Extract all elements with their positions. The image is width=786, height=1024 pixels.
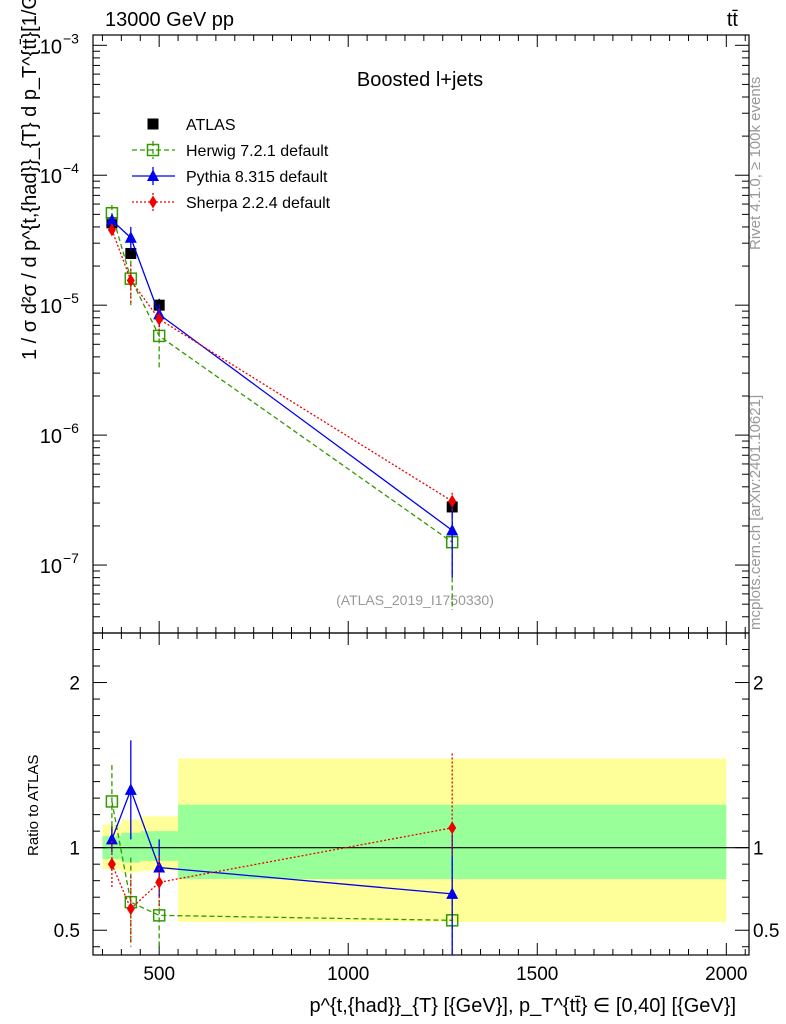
- y-tick-label: 10: [40, 36, 62, 58]
- data-point-pythia: [446, 887, 459, 899]
- data-point-pythia: [105, 832, 118, 845]
- data-point-pythia: [105, 213, 118, 226]
- y-tick-exponent: −3: [63, 30, 79, 46]
- data-point-herwig: [146, 143, 160, 157]
- data-point-sherpa: [107, 857, 116, 871]
- y-tick-exponent: −6: [63, 420, 79, 436]
- series-line: [111, 213, 453, 543]
- ratio-series-pythia: [105, 740, 459, 955]
- process-label: tt̄: [727, 9, 739, 31]
- legend-label: Sherpa 2.2.4 default: [186, 195, 331, 212]
- ratio-series-line: [111, 788, 453, 895]
- y-tick-label: 10: [40, 296, 62, 318]
- legend-label: ATLAS: [186, 117, 236, 134]
- ratio-y-axis-label: Ratio to ATLAS: [25, 755, 42, 856]
- ratio-series-line: [111, 827, 453, 910]
- legend: ATLAS Herwig 7.2.1 default Pythia 8.315 de…: [132, 117, 331, 212]
- data-point-sherpa: [155, 875, 164, 889]
- data-point-sherpa: [107, 223, 116, 237]
- series-pythia: [105, 213, 459, 578]
- data-point-pythia: [124, 231, 137, 243]
- y-tick-label: 10: [40, 166, 62, 188]
- ratio-y-tick-label-left: 0.5: [54, 921, 80, 942]
- energy-label: 13000 GeV pp: [105, 9, 234, 31]
- x-tick-label: 1000: [327, 964, 369, 985]
- y-tick-exponent: −5: [63, 290, 79, 306]
- main-y-axis-label: 1 / σ d²σ / d p^{t,{had}}_{T} d p_T^{tt̄…: [19, 0, 41, 360]
- data-point-atlas: [147, 118, 159, 130]
- series-line: [111, 219, 453, 531]
- ratio-y-tick-label-left: 2: [69, 674, 80, 695]
- plot-title: Boosted l+jets: [357, 69, 483, 91]
- data-point-pythia: [124, 783, 137, 795]
- data-point-sherpa: [126, 902, 135, 916]
- data-point-herwig: [152, 909, 166, 922]
- x-tick-label: 2000: [705, 964, 747, 985]
- data-point-sherpa: [448, 494, 457, 508]
- ratio-y-tick-label-right: 2: [753, 674, 764, 695]
- data-point-pythia: [153, 860, 166, 873]
- data-point-sherpa: [126, 273, 135, 287]
- series-line: [111, 229, 453, 502]
- analysis-id-label: (ATLAS_2019_I1750330): [336, 592, 494, 608]
- y-tick-exponent: −4: [63, 160, 79, 176]
- ratio-panel: Ratio to ATLAS p^{t,{had}}_{T} [{GeV}], …: [25, 632, 779, 1017]
- y-tick-label: 10: [40, 556, 62, 578]
- main-panel: Boosted l+jets (ATLAS_2019_I1750330) 1 /…: [19, 0, 750, 955]
- x-tick-label: 1500: [516, 964, 558, 985]
- ratio-y-tick-label-right: 1: [753, 839, 764, 860]
- y-tick-exponent: −7: [63, 550, 79, 566]
- data-point-sherpa: [149, 195, 157, 209]
- y-tick-label: 10: [40, 426, 62, 448]
- legend-label: Pythia 8.315 default: [186, 169, 328, 186]
- series-herwig: [105, 205, 459, 611]
- data-point-pythia: [147, 169, 159, 181]
- series-sherpa: [107, 223, 457, 512]
- data-point-atlas: [125, 247, 137, 259]
- rivet-version-label: Rivet 4.1.0, ≥ 100k events: [747, 77, 764, 250]
- legend-label: Herwig 7.2.1 default: [186, 143, 329, 160]
- ratio-y-tick-label-left: 1: [69, 839, 80, 860]
- data-point-pythia: [446, 523, 459, 536]
- x-tick-label: 500: [143, 964, 175, 985]
- ratio-plot-frame: [92, 632, 750, 956]
- x-axis-label: p^{t,{had}}_{T} [{GeV}], p_T^{tt̄} ∈ [0,…: [309, 995, 736, 1017]
- data-point-sherpa: [448, 821, 457, 835]
- data-point-herwig: [105, 795, 119, 808]
- ratio-y-tick-label-right: 0.5: [753, 921, 779, 942]
- ratio-series-sherpa: [107, 753, 457, 942]
- data-point-sherpa: [155, 312, 164, 326]
- ratio-series-line: [111, 801, 453, 921]
- mcplots-credit-label: mcplots.cern.ch [arXiv:2401.10621]: [747, 395, 764, 630]
